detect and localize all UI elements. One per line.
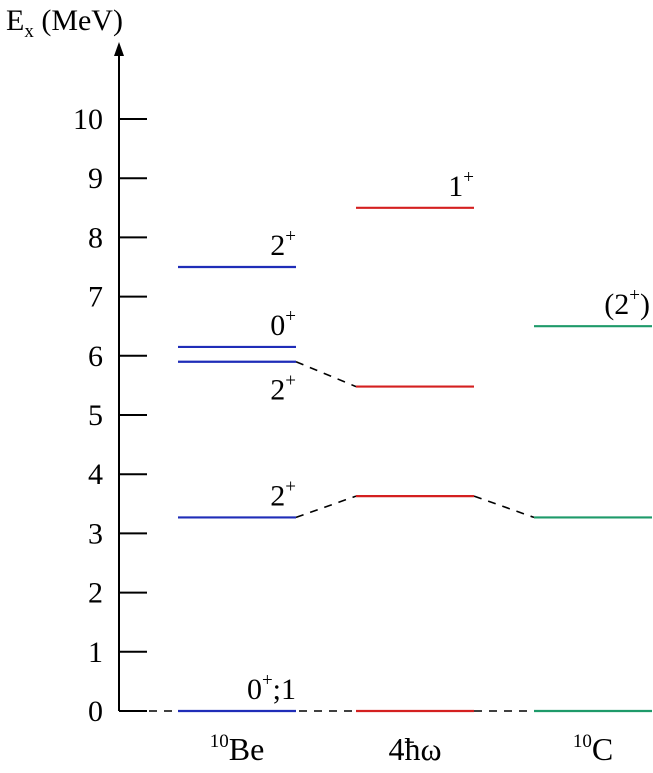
y-tick-label: 1 bbox=[88, 636, 103, 669]
y-axis-title-unit: (MeV) bbox=[34, 4, 123, 37]
y-tick-label: 3 bbox=[88, 517, 103, 550]
y-tick-label: 10 bbox=[73, 103, 103, 136]
mass-number-superscript: 10 bbox=[573, 731, 592, 752]
parity-superscript: + bbox=[285, 476, 296, 497]
y-axis-title: Ex (MeV) bbox=[6, 4, 123, 42]
column-name: Be bbox=[229, 731, 265, 767]
level-spin-label: 0+ bbox=[270, 306, 296, 342]
parity-superscript: + bbox=[285, 371, 296, 392]
column-name: 4ħω bbox=[388, 731, 441, 767]
column-label-c10: 10C bbox=[573, 731, 613, 767]
spin-value: 0 bbox=[247, 673, 262, 706]
spin-value: 2 bbox=[270, 229, 285, 262]
level-connector bbox=[295, 360, 357, 388]
energy-levels: 0+;12+2+0+2+1+(2+) bbox=[178, 167, 652, 713]
column-name: C bbox=[592, 731, 613, 767]
y-tick-label: 7 bbox=[88, 281, 103, 314]
y-tick-label: 4 bbox=[88, 458, 103, 491]
level-spin-label: 0+;1 bbox=[247, 670, 296, 706]
level-spin-label: 2+ bbox=[270, 476, 296, 512]
y-tick-label: 8 bbox=[88, 221, 103, 254]
y-tick-label: 5 bbox=[88, 399, 103, 432]
level-connector bbox=[295, 495, 357, 519]
mass-number-superscript: 10 bbox=[210, 731, 229, 752]
level-spin-label: 2+ bbox=[270, 371, 296, 407]
spin-value: 2 bbox=[270, 374, 285, 407]
y-tick-label: 9 bbox=[88, 162, 103, 195]
y-axis-title-subscript: x bbox=[24, 21, 34, 42]
level-spin-label: 2+ bbox=[270, 226, 296, 262]
column-labels: 10Be 4ħω 10C bbox=[210, 731, 613, 767]
label-suffix: ;1 bbox=[273, 673, 296, 706]
spin-value: 1 bbox=[448, 170, 463, 203]
y-axis-arrowhead bbox=[114, 42, 124, 56]
level-spin-label: (2+) bbox=[604, 285, 650, 321]
spin-value: (2 bbox=[604, 288, 629, 321]
column-label-be10: 10Be bbox=[210, 731, 265, 767]
y-tick-label: 6 bbox=[88, 340, 103, 373]
level-connectors bbox=[119, 360, 535, 712]
column-label-hw4: 4ħω bbox=[388, 731, 441, 767]
spin-value: 2 bbox=[270, 479, 285, 512]
parity-superscript: + bbox=[262, 670, 273, 691]
parity-superscript: + bbox=[285, 306, 296, 327]
spin-value: 0 bbox=[270, 309, 285, 342]
energy-axis: 0 1 2 3 4 5 6 7 8 9 10 Ex (MeV) bbox=[6, 4, 147, 728]
label-suffix: ) bbox=[640, 288, 650, 321]
level-connector bbox=[473, 495, 535, 519]
y-axis-title-symbol: E bbox=[6, 4, 24, 37]
parity-superscript: + bbox=[463, 167, 474, 188]
y-tick-label: 0 bbox=[88, 695, 103, 728]
y-tick-label: 2 bbox=[88, 577, 103, 610]
parity-superscript: + bbox=[285, 226, 296, 247]
level-spin-label: 1+ bbox=[448, 167, 474, 203]
parity-superscript: + bbox=[629, 285, 640, 306]
